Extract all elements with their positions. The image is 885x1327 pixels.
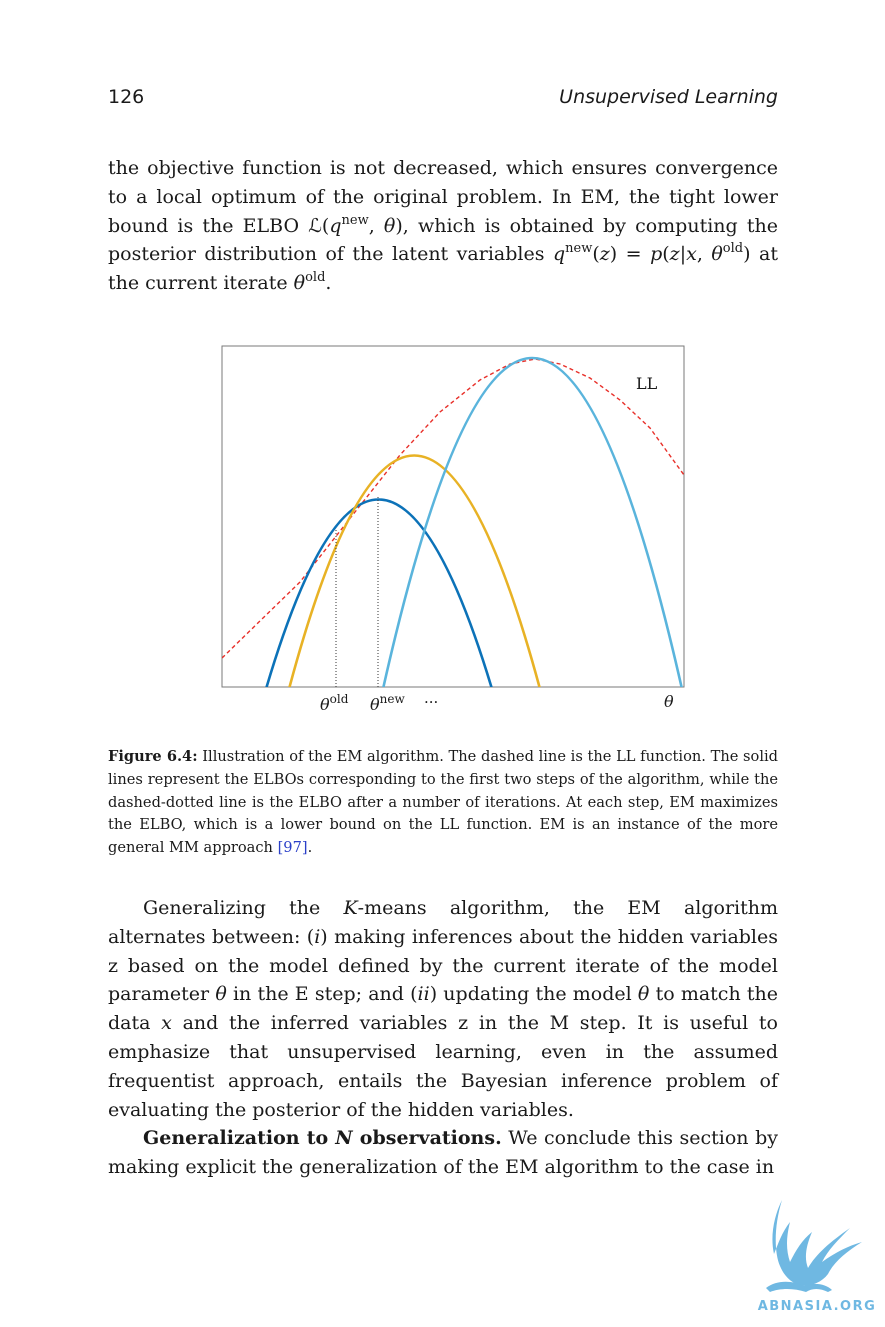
ll-label: LL <box>636 374 658 393</box>
running-title: Unsupervised Learning <box>559 86 778 108</box>
theta-axis-label: θ <box>664 692 674 711</box>
caption-label: Figure 6.4: <box>108 748 198 765</box>
elbo-second-curve <box>288 454 541 687</box>
citation-link[interactable]: [97] <box>277 839 308 857</box>
paragraph-heading: Generalization to N observations. <box>143 1127 502 1149</box>
page-header: 126 Unsupervised Learning <box>108 86 778 112</box>
paragraph-2: Generalizing the K-means algorithm, the … <box>108 897 779 1121</box>
watermark-logo: ABNASIA.ORG <box>758 1200 877 1314</box>
theta-old-label: θold <box>320 692 349 714</box>
ellipsis-label: ··· <box>424 693 438 711</box>
elbo-symbol: ℒ <box>308 214 322 237</box>
watermark-text: ABNASIA.ORG <box>758 1299 877 1314</box>
theta-new-label: θnew <box>370 692 405 714</box>
elbo-first-curve <box>265 498 493 687</box>
figure-caption: Figure 6.4: Illustration of the EM algor… <box>108 748 778 857</box>
plot-frame <box>221 345 685 688</box>
page-number: 126 <box>108 86 145 108</box>
paragraph-3: Generalization to N observations. We con… <box>108 1127 779 1178</box>
em-figure: LL θold θnew ··· θ <box>221 345 685 714</box>
elbo-later-curve <box>382 356 683 687</box>
griffin-icon <box>766 1200 862 1292</box>
paragraph-1: the objective function is not decreased,… <box>108 157 778 295</box>
